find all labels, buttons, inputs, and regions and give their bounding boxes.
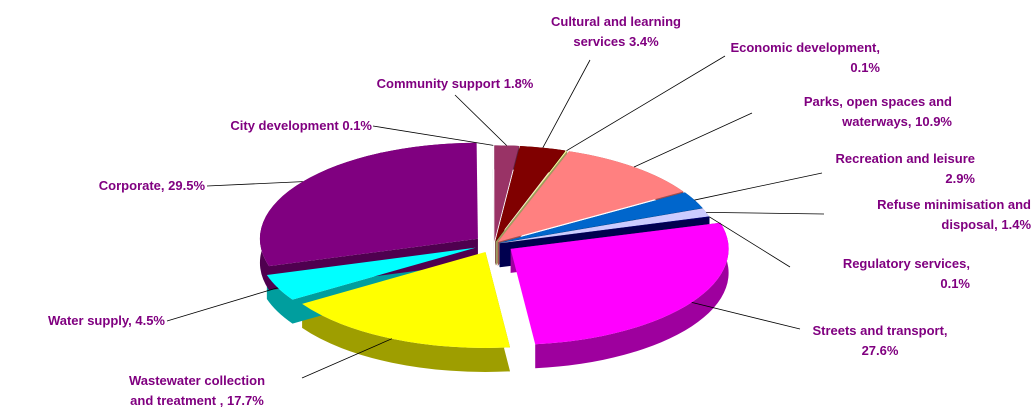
pie-slice-0 [494, 145, 519, 242]
pie-slice-7 [510, 222, 729, 345]
slice-label-7: Streets and transport, 27.6% [812, 323, 947, 358]
leader-line-4 [694, 172, 823, 201]
pie-slice-4 [499, 192, 703, 243]
leader-lines [166, 55, 825, 379]
slice-side-11 [492, 145, 494, 266]
pie-slice-9 [266, 247, 476, 300]
leader-line-0 [454, 94, 507, 146]
leader-line-5 [706, 211, 825, 215]
leader-line-9 [166, 287, 278, 322]
pie-slice-8 [302, 251, 511, 348]
slice-label-6: Regulatory services, 0.1% [843, 256, 971, 291]
pie-slice-2 [495, 150, 568, 242]
slice-label-2: Economic development, 0.1% [730, 40, 880, 75]
slice-label-1: Cultural and learning services 3.4% [551, 14, 681, 49]
pie-slice-10 [259, 142, 478, 267]
leader-line-2 [566, 55, 726, 152]
slice-side-8 [302, 251, 511, 372]
slice-label-4: Recreation and leisure 2.9% [836, 151, 976, 186]
pie-slice-5 [499, 208, 710, 244]
slice-label-5: Refuse minimisation and disposal, 1.4% [877, 197, 1031, 232]
slice-label-8: Wastewater collection and treatment , 17.… [129, 373, 265, 408]
slice-label-3: Parks, open spaces and waterways, 10.9% [804, 94, 953, 129]
pie-slice-1 [495, 146, 566, 242]
pie-slice-3 [497, 151, 684, 242]
leader-line-7 [691, 301, 801, 330]
leader-line-1 [542, 59, 591, 148]
pie-slice-11 [492, 145, 494, 242]
slice-label-11: City development 0.1% [230, 118, 372, 133]
leader-line-6 [709, 216, 791, 268]
pie-slice-6 [499, 216, 710, 244]
leader-line-11 [372, 125, 494, 146]
slice-label-0: Community support 1.8% [377, 76, 534, 91]
slice-labels: Community support 1.8% Cultural and learn… [48, 14, 1031, 408]
slice-label-9: Water supply, 4.5% [48, 313, 165, 328]
slice-label-10: Corporate, 29.5% [99, 178, 206, 193]
pie-tops [259, 142, 729, 348]
leader-line-10 [206, 181, 303, 187]
leader-line-8 [301, 338, 393, 379]
leader-line-3 [633, 112, 753, 168]
